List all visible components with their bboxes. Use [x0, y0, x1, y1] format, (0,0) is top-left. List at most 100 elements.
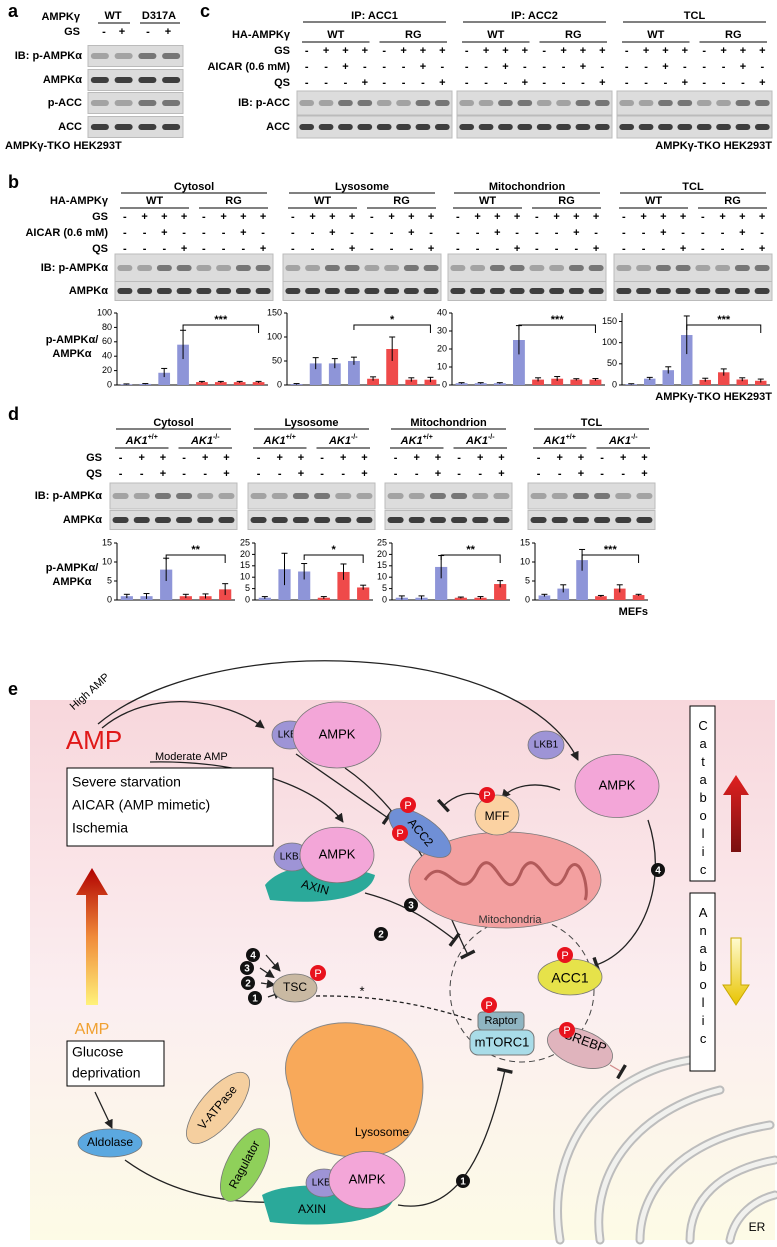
sign: + — [640, 211, 646, 223]
sign: - — [478, 468, 482, 480]
band — [376, 124, 392, 130]
genotype-name: AK1 — [125, 435, 148, 447]
band — [536, 100, 552, 106]
band — [335, 517, 352, 523]
sign: - — [741, 243, 745, 255]
genotype: WT — [647, 29, 664, 41]
y-tick-label: 0 — [612, 379, 617, 389]
band — [572, 493, 589, 499]
mff — [474, 794, 520, 836]
sign: - — [537, 452, 541, 464]
sign: + — [119, 26, 125, 38]
label: AMPK — [319, 726, 356, 741]
inhibition — [295, 753, 394, 826]
bar — [632, 595, 645, 600]
band — [133, 493, 150, 499]
band — [470, 288, 486, 294]
y-axis-label: p-AMPKα/ — [46, 334, 99, 346]
mtor-compartment — [449, 917, 595, 1063]
band — [314, 517, 331, 523]
band — [636, 493, 653, 499]
sign: - — [504, 77, 508, 89]
band — [616, 265, 632, 271]
sign: + — [573, 211, 579, 223]
sign: - — [581, 77, 585, 89]
bar — [435, 566, 448, 600]
genotype: RG — [724, 195, 741, 207]
bar — [298, 571, 311, 600]
sign: - — [456, 243, 460, 255]
band — [235, 288, 251, 294]
sign: + — [474, 211, 480, 223]
band — [396, 100, 411, 106]
y-tick-label: 40 — [102, 351, 112, 361]
band — [734, 265, 750, 271]
band — [478, 100, 494, 106]
band — [162, 53, 181, 59]
band — [156, 288, 172, 294]
band — [271, 493, 288, 499]
sign: + — [593, 211, 599, 223]
bar — [348, 361, 360, 385]
band — [396, 124, 411, 130]
band — [176, 517, 193, 523]
stress-box — [66, 767, 274, 847]
label: AXIN — [298, 1202, 326, 1216]
sign: - — [664, 77, 668, 89]
genotype-name: AK1 — [263, 435, 286, 447]
v-atpase — [186, 1071, 250, 1145]
sign: - — [600, 61, 604, 73]
sign: + — [439, 77, 445, 89]
group-label: IP: ACC1 — [351, 10, 398, 22]
band — [695, 288, 711, 294]
sign: - — [702, 61, 706, 73]
band — [594, 100, 610, 106]
sign: - — [421, 77, 425, 89]
lysosome — [284, 1022, 424, 1158]
y-tick-label: 10 — [102, 556, 112, 566]
band — [376, 100, 392, 106]
band — [338, 100, 353, 106]
band — [364, 265, 380, 271]
significance-bracket — [440, 554, 501, 563]
sign: - — [402, 61, 406, 73]
genotype: RG — [558, 195, 575, 207]
band — [133, 517, 150, 523]
band — [696, 124, 712, 130]
band — [434, 100, 450, 106]
sign: - — [143, 243, 147, 255]
step-marker — [404, 898, 418, 912]
arrow — [149, 761, 344, 823]
sign: - — [476, 243, 480, 255]
band — [137, 265, 153, 271]
sign: + — [260, 211, 266, 223]
band — [677, 100, 693, 106]
band — [429, 493, 446, 499]
panel-label: a — [8, 1, 19, 21]
sign: - — [324, 61, 328, 73]
band — [90, 77, 109, 83]
sign: - — [721, 243, 725, 255]
band — [292, 517, 309, 523]
bar — [644, 378, 656, 385]
band — [556, 124, 571, 130]
bar — [576, 560, 588, 600]
band — [572, 517, 589, 523]
sign: - — [102, 26, 106, 38]
y-tick-label: 100 — [602, 337, 617, 347]
sign: - — [415, 468, 419, 480]
genotype: WT — [327, 29, 344, 41]
band — [509, 265, 525, 271]
bar — [613, 588, 626, 600]
label: AMPK — [599, 777, 636, 792]
y-tick-label: 0 — [107, 594, 112, 604]
phospho — [400, 797, 416, 813]
genotype: AK1-/- — [328, 434, 358, 447]
band — [112, 517, 129, 523]
band — [324, 265, 340, 271]
blot — [109, 510, 238, 530]
significance: *** — [214, 314, 228, 326]
band — [344, 288, 360, 294]
row-label: QS — [92, 243, 108, 255]
phospho-label: P — [483, 790, 490, 802]
